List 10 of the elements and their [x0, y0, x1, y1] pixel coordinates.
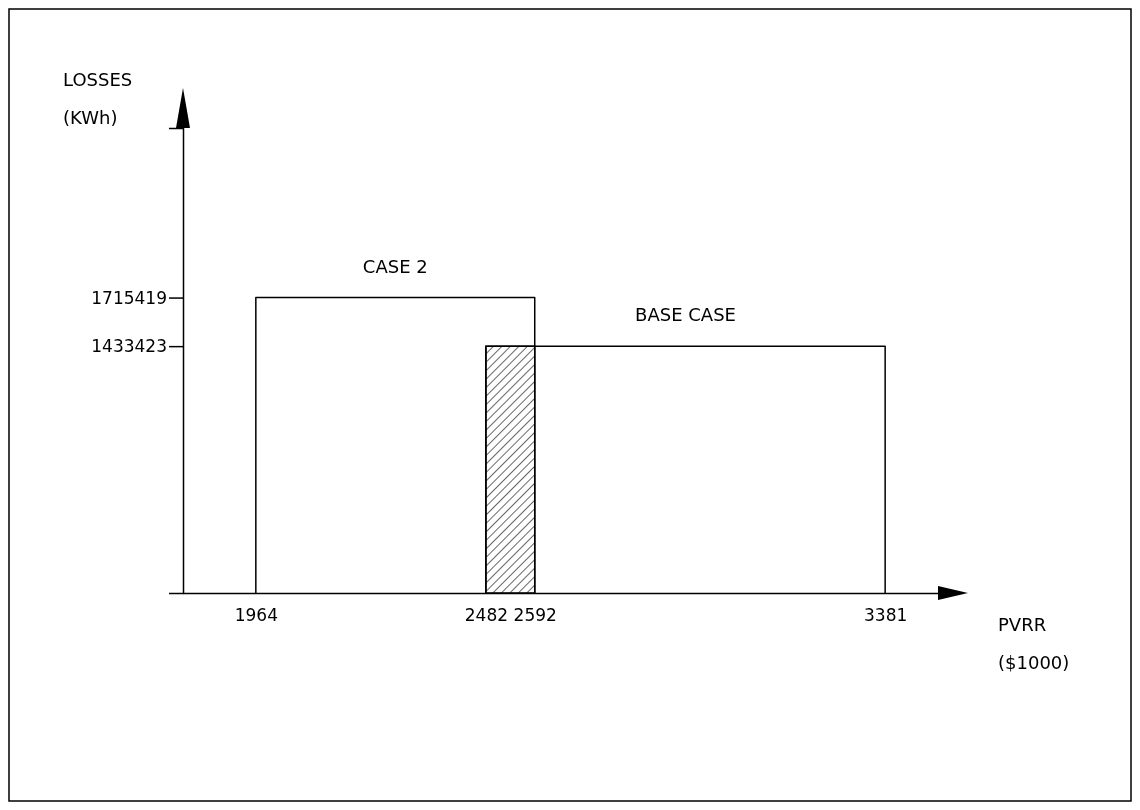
x-tick-label: 2482: [464, 605, 509, 626]
series-label: CASE 2: [362, 255, 428, 277]
y-tick-label: 1433423: [91, 336, 167, 357]
x-tick-label: 2592: [513, 605, 557, 626]
x-axis-title: PVRR ($1000): [998, 614, 1070, 673]
series-label: BASE CASE: [635, 304, 736, 326]
y-tick-label: 1715419: [91, 287, 167, 308]
x-tick-label: 1964: [234, 605, 278, 626]
y-axis-title: LOSSES (KWh): [63, 69, 133, 128]
x-tick-label: 3381: [864, 605, 908, 626]
